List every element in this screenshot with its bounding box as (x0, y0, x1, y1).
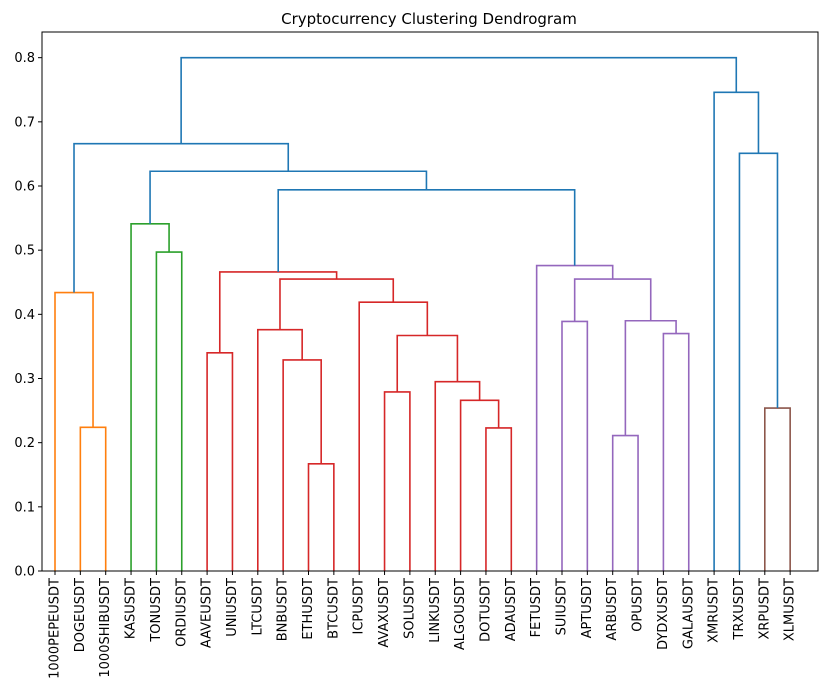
leaf-label: ARBUSDT (605, 578, 620, 641)
y-tick-label: 0.7 (14, 115, 35, 130)
y-tick-label: 0.2 (14, 436, 35, 451)
dendrogram-links (54, 56, 791, 571)
leaf-label: XMRUSDT (707, 578, 722, 643)
leaf-label: DOTUSDT (478, 578, 493, 642)
y-tick-label: 0.5 (14, 244, 35, 259)
y-tick-label: 0.0 (14, 565, 35, 580)
leaf-label: XLMUSDT (783, 578, 798, 641)
plot-frame (41, 31, 819, 572)
y-tick-label: 0.8 (14, 51, 35, 66)
leaf-label: AVAXUSDT (377, 578, 392, 648)
y-tick-label: 0.4 (14, 308, 35, 323)
leaf-label: ICPUSDT (352, 578, 367, 635)
y-tick-label: 0.3 (14, 372, 35, 387)
leaf-label: UNIUSDT (225, 578, 240, 637)
leaf-label: GALAUSDT (681, 578, 696, 649)
leaf-label: ADAUSDT (504, 578, 519, 641)
leaf-label: APTUSDT (580, 578, 595, 638)
leaf-label: LINKUSDT (428, 578, 443, 643)
leaf-label: XRPUSDT (757, 578, 772, 640)
x-axis: 1000PEPEUSDT DOGEUSDT 1000SHIBUSDT KASUSDT T… (48, 571, 798, 679)
leaf-label: AAVEUSDT (200, 578, 215, 648)
leaf-label: SOLUSDT (402, 578, 417, 639)
leaf-label: FETUSDT (529, 578, 544, 637)
chart-title: Cryptocurrency Clustering Dendrogram (281, 10, 577, 28)
leaf-label: 1000SHIBUSDT (98, 578, 113, 678)
leaf-label: ORDIUSDT (174, 578, 189, 647)
leaf-label: DOGEUSDT (73, 578, 88, 652)
leaf-label: TONUSDT (149, 578, 164, 643)
leaf-label: TRXUSDT (732, 578, 747, 641)
leaf-label: SUIUSDT (555, 578, 570, 635)
leaf-label: BTCUSDT (326, 578, 341, 639)
leaf-label: OPUSDT (631, 578, 646, 632)
y-tick-label: 0.6 (14, 180, 35, 195)
y-axis: 0.0 0.1 0.2 0.3 0.4 0.5 0.6 0.7 0.8 (14, 51, 42, 580)
leaf-label: DYDXUSDT (656, 578, 671, 650)
leaf-label: KASUSDT (124, 578, 139, 639)
leaf-label: 1000PEPEUSDT (48, 578, 63, 679)
leaf-label: ETHUSDT (301, 578, 316, 640)
dendrogram-link-n29 (180, 56, 738, 144)
leaf-label: BNBUSDT (276, 578, 291, 641)
y-tick-label: 0.1 (14, 500, 35, 515)
leaf-label: ALGOUSDT (453, 578, 468, 650)
leaf-label: LTCUSDT (250, 578, 265, 635)
